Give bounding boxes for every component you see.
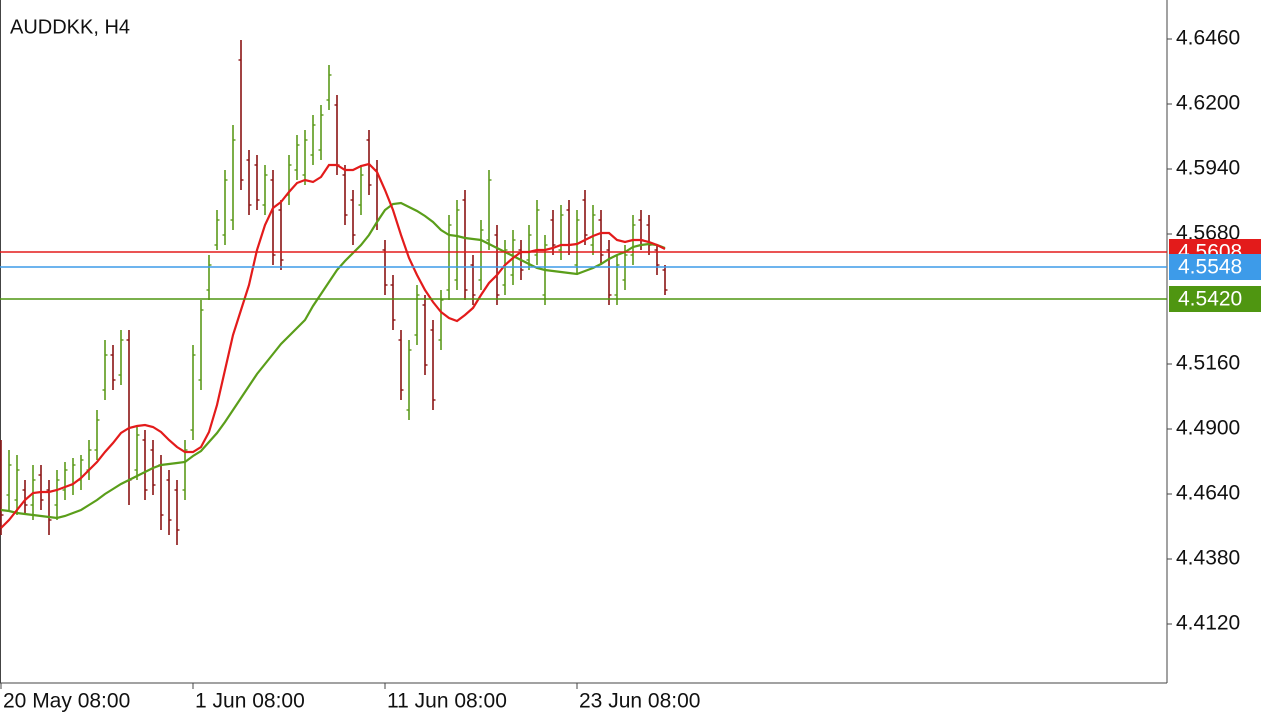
x-tick-label: 11 Jun 08:00 bbox=[387, 690, 507, 713]
y-tick-label: 4.4120 bbox=[1176, 612, 1240, 635]
price-label: 4.5420 bbox=[1178, 288, 1242, 311]
y-tick-label: 4.4900 bbox=[1176, 417, 1240, 440]
moving-average bbox=[0, 201, 666, 520]
y-tick-label: 4.5680 bbox=[1176, 222, 1240, 245]
price-label-box bbox=[1169, 254, 1261, 280]
x-tick-label: 1 Jun 08:00 bbox=[195, 690, 305, 713]
x-tick-label: 23 Jun 08:00 bbox=[579, 690, 700, 713]
y-tick-label: 4.6460 bbox=[1176, 27, 1240, 50]
y-tick-label: 4.4640 bbox=[1176, 482, 1240, 505]
price-label-box bbox=[1169, 286, 1261, 312]
y-tick-label: 4.6200 bbox=[1176, 92, 1240, 115]
chart-title: AUDDKK, H4 bbox=[10, 16, 130, 38]
y-tick-label: 4.5940 bbox=[1176, 157, 1240, 180]
price-label: 4.5548 bbox=[1178, 256, 1242, 279]
moving-average bbox=[0, 162, 666, 529]
x-tick-label: 20 May 08:00 bbox=[3, 690, 130, 713]
y-tick-label: 4.5160 bbox=[1176, 352, 1240, 375]
y-tick-label: 4.4380 bbox=[1176, 547, 1240, 570]
